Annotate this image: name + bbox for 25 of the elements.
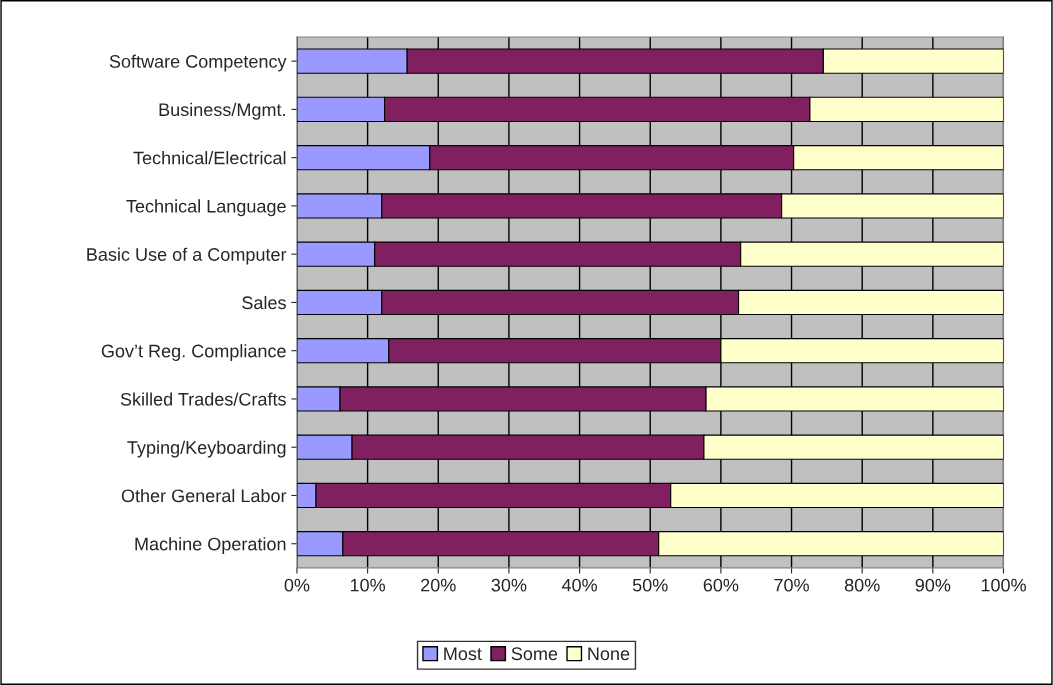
x-tick-label: 20% <box>421 578 456 592</box>
y-tick-label: Typing/Keyboarding <box>127 440 286 458</box>
y-tick-label: Skilled Trades/Crafts <box>120 392 286 406</box>
x-tick-label: 80% <box>844 578 880 592</box>
y-tick-label: Sales <box>242 295 286 310</box>
x-tick-label: 90% <box>915 578 951 592</box>
y-tick-label: Business/Mgmt. <box>159 102 285 120</box>
x-tick-label: 10% <box>350 578 386 592</box>
legend-label: Some <box>511 647 558 661</box>
x-tick-label: 40% <box>561 578 597 592</box>
legend-label: None <box>588 647 630 661</box>
y-tick-label: Machine Operation <box>135 537 286 555</box>
x-tick-label: 50% <box>632 578 668 592</box>
x-tick-label: 60% <box>703 578 739 592</box>
y-tick-label: Gov’t Reg. Compliance <box>101 344 286 361</box>
x-tick-label: 30% <box>491 578 527 592</box>
y-tick-label: Basic Use of a Computer <box>87 247 287 265</box>
x-tick-label: 100% <box>981 578 1026 592</box>
legend-label: Most <box>444 647 482 661</box>
y-tick-label: Technical Language <box>126 199 286 217</box>
y-tick-label: Technical/Electrical <box>133 151 286 165</box>
y-tick-label: Software Competency <box>109 54 287 72</box>
x-tick-label: 70% <box>774 578 809 592</box>
x-tick-label: 0% <box>284 578 310 592</box>
y-tick-label: Other General Labor <box>121 488 287 503</box>
